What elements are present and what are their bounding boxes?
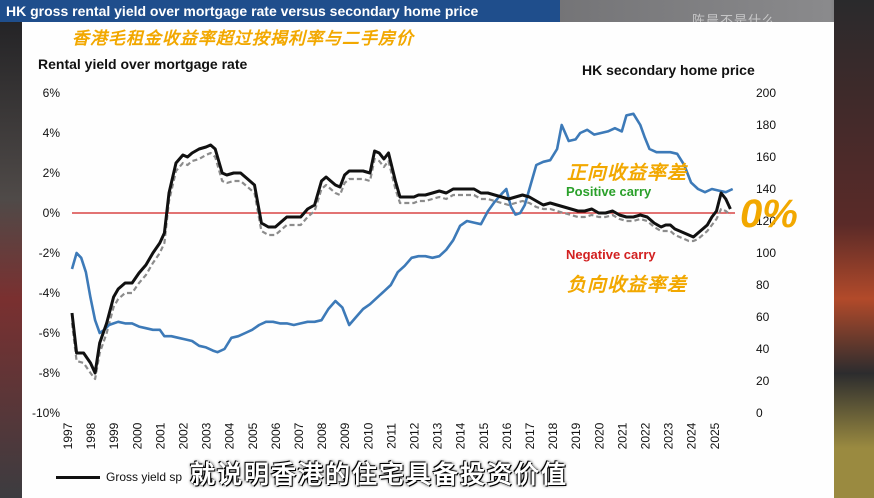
right-tick-label: 60 (756, 310, 770, 324)
right-tick-label: 120 (756, 214, 776, 228)
x-tick-label: 1997 (61, 422, 75, 449)
x-tick-label: 2006 (269, 422, 283, 449)
left-tick-label: -6% (39, 326, 61, 340)
legend: Gross yield sp (56, 470, 182, 484)
x-tick-label: 2017 (523, 422, 537, 449)
x-tick-label: 2023 (662, 422, 676, 449)
negative-carry-label: Negative carry (566, 247, 656, 262)
x-tick-label: 2010 (361, 422, 375, 449)
x-axis-ticks: 1997 1998 1999 2000 2001 2002 2003 2004 2005 2006… (61, 422, 722, 449)
left-axis-ticks: 6% 4% 2% 0% -2% -4% -6% -8% -10% (32, 86, 60, 420)
right-tick-label: 80 (756, 278, 770, 292)
left-tick-label: 0% (43, 206, 61, 220)
right-tick-label: 0 (756, 406, 763, 420)
background-street-right (834, 0, 874, 498)
x-tick-label: 2012 (408, 422, 422, 449)
left-tick-label: 6% (43, 86, 61, 100)
x-tick-label: 2007 (292, 422, 306, 449)
x-tick-label: 2014 (454, 422, 468, 449)
right-axis-title: HK secondary home price (582, 62, 755, 78)
x-tick-label: 2020 (592, 422, 606, 449)
chinese-title: 香港毛租金收益率超过按揭利率与二手房价 (72, 29, 414, 48)
gross-yield-line (70, 143, 732, 375)
zero-percent-callout: 0% (740, 192, 798, 236)
x-tick-label: 2008 (315, 422, 329, 449)
positive-carry-label: Positive carry (566, 184, 652, 199)
x-tick-label: 2019 (569, 422, 583, 449)
series-group (70, 112, 734, 381)
right-tick-label: 100 (756, 246, 776, 260)
left-tick-label: -10% (32, 406, 60, 420)
x-tick-label: 2018 (546, 422, 560, 449)
x-tick-label: 2016 (500, 422, 514, 449)
x-tick-label: 2024 (685, 422, 699, 449)
x-tick-label: 2002 (177, 422, 191, 449)
right-tick-label: 40 (756, 342, 770, 356)
left-axis-title: Rental yield over mortgage rate (38, 56, 248, 72)
video-subtitle: 就说明香港的住宅具备投资价值 (190, 461, 569, 489)
x-tick-label: 2005 (246, 422, 260, 449)
x-tick-label: 2009 (338, 422, 352, 449)
x-tick-label: 2000 (130, 422, 144, 449)
left-tick-label: -4% (39, 286, 61, 300)
x-tick-label: 2003 (200, 422, 214, 449)
x-tick-label: 2025 (708, 422, 722, 449)
right-tick-label: 160 (756, 150, 776, 164)
x-tick-label: 2011 (384, 423, 398, 449)
x-tick-label: 2004 (223, 422, 237, 449)
chart-title: HK gross rental yield over mortgage rate… (6, 3, 479, 19)
gross-yield-dashed-line (70, 151, 732, 381)
x-tick-label: 2022 (639, 422, 653, 449)
right-tick-label: 180 (756, 118, 776, 132)
left-tick-label: 4% (43, 126, 61, 140)
right-tick-label: 200 (756, 86, 776, 100)
right-tick-label: 20 (756, 374, 770, 388)
legend-label: Gross yield sp (106, 470, 183, 484)
chart-title-bar: HK gross rental yield over mortgage rate… (0, 0, 560, 22)
background-street-left (0, 0, 22, 498)
left-tick-label: -2% (39, 246, 61, 260)
right-tick-label: 140 (756, 182, 776, 196)
x-tick-label: 2021 (615, 422, 629, 449)
home-price-line (70, 112, 734, 354)
x-tick-label: 1998 (84, 422, 98, 449)
left-tick-label: -8% (39, 366, 61, 380)
positive-carry-cn: 正向收益率差 (567, 163, 688, 184)
left-tick-label: 2% (43, 166, 61, 180)
x-tick-label: 1999 (107, 422, 121, 449)
x-tick-label: 2015 (477, 422, 491, 449)
x-tick-label: 2013 (431, 422, 445, 449)
x-tick-label: 2001 (153, 422, 167, 449)
legend-line-swatch (56, 475, 100, 479)
negative-carry-cn: 负向收益率差 (567, 275, 688, 296)
chart-panel (22, 22, 834, 498)
